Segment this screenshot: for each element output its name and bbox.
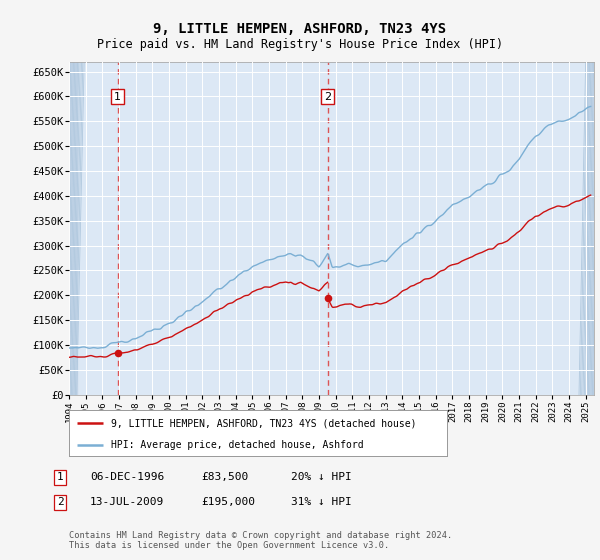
Text: £83,500: £83,500: [201, 472, 248, 482]
Text: 1: 1: [114, 92, 121, 101]
Text: 2: 2: [324, 92, 331, 101]
Text: 9, LITTLE HEMPEN, ASHFORD, TN23 4YS (detached house): 9, LITTLE HEMPEN, ASHFORD, TN23 4YS (det…: [110, 418, 416, 428]
Text: Price paid vs. HM Land Registry's House Price Index (HPI): Price paid vs. HM Land Registry's House …: [97, 38, 503, 51]
Point: [323, 293, 332, 302]
Bar: [69, 62, 77, 395]
Text: 1: 1: [56, 472, 64, 482]
Bar: [587, 62, 594, 395]
Text: Contains HM Land Registry data © Crown copyright and database right 2024.
This d: Contains HM Land Registry data © Crown c…: [69, 531, 452, 550]
Point: [113, 349, 122, 358]
Text: 2: 2: [56, 497, 64, 507]
Text: 13-JUL-2009: 13-JUL-2009: [90, 497, 164, 507]
Text: 9, LITTLE HEMPEN, ASHFORD, TN23 4YS: 9, LITTLE HEMPEN, ASHFORD, TN23 4YS: [154, 22, 446, 36]
Text: 20% ↓ HPI: 20% ↓ HPI: [291, 472, 352, 482]
Text: 06-DEC-1996: 06-DEC-1996: [90, 472, 164, 482]
Text: HPI: Average price, detached house, Ashford: HPI: Average price, detached house, Ashf…: [110, 440, 363, 450]
Text: £195,000: £195,000: [201, 497, 255, 507]
Text: 31% ↓ HPI: 31% ↓ HPI: [291, 497, 352, 507]
